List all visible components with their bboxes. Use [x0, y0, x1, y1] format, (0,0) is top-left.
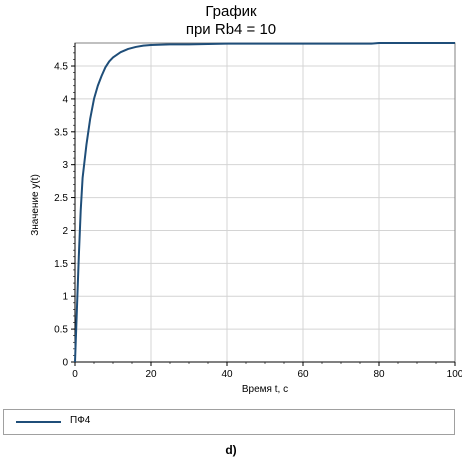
legend-swatch: [16, 421, 61, 423]
x-tick-label: 0: [72, 369, 78, 380]
x-tick-label: 60: [297, 369, 309, 380]
plot-area: [75, 43, 455, 362]
y-tick-label: 4.5: [54, 62, 68, 73]
x-ticks: 0 20 40 60 80 100: [72, 362, 462, 380]
x-tick-label: 40: [221, 369, 233, 380]
y-tick-label: 1.5: [54, 259, 68, 270]
figure-caption: d): [225, 443, 237, 457]
x-tick-label: 20: [145, 369, 157, 380]
y-tick-label: 1: [62, 292, 68, 303]
x-tick-label: 80: [373, 369, 385, 380]
legend-label: ПФ4: [70, 415, 91, 426]
chart-subtitle: при Rb4 = 10: [185, 21, 277, 38]
y-tick-label: 2: [62, 226, 68, 237]
y-axis-label: Значение y(t): [30, 174, 41, 236]
y-tick-label: 0.5: [54, 325, 68, 336]
series-line: [74, 42, 455, 363]
x-tick-label: 100: [447, 369, 462, 380]
y-tick-label: 4: [62, 94, 68, 105]
y-tick-label: 0: [62, 358, 68, 369]
legend: ПФ4: [3, 409, 455, 435]
x-axis-label: Время t, с: [242, 384, 288, 395]
y-tick-label: 3.5: [54, 127, 68, 138]
line-chart: 0 20 40 60 80 100 0 0.5 1 1.5 2 2.5 3 3.5 4 4.5 Время …: [30, 42, 462, 395]
y-tick-label: 3: [62, 160, 68, 171]
chart-title: График: [205, 3, 257, 20]
y-tick-label: 2.5: [54, 193, 68, 204]
grid-lines: [75, 43, 455, 362]
series-group: [74, 42, 455, 363]
y-ticks: 0 0.5 1 1.5 2 2.5 3 3.5 4 4.5: [54, 45, 75, 369]
